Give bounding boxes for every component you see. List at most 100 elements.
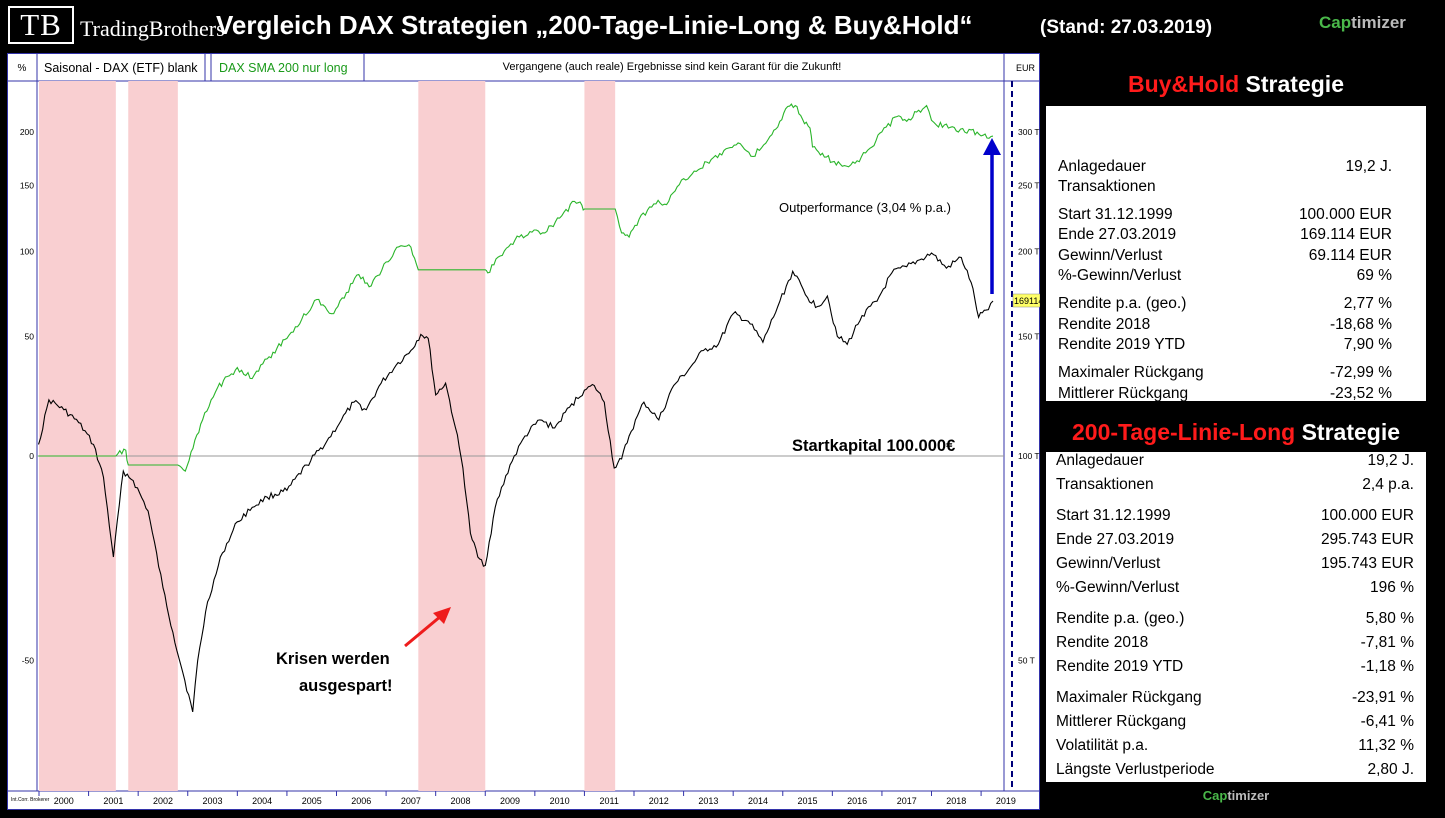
stat-label: Längste Verlustperiode (1056, 761, 1215, 778)
krisen-label-line1: Krisen werden (276, 650, 390, 668)
stat-value: 13,21 J. (1336, 427, 1392, 444)
krisen-arrow-shaft (404, 614, 442, 648)
disclaimer: Vergangene (auch reale) Ergebnisse sind … (503, 61, 842, 73)
stat-value: 19,2 J. (1367, 452, 1414, 469)
stat-row: Ende 27.03.2019 169.114 EUR (1046, 226, 1426, 246)
stat-row: Rendite p.a. (geo.) 2,77 % (1046, 295, 1426, 315)
crisis-shade (39, 81, 116, 791)
stat-label: Rendite 2018 (1056, 634, 1149, 651)
x-axis-tick-label: 2017 (897, 796, 917, 806)
stat-row: Mittlerer Rückgang -6,41 % (1046, 713, 1426, 733)
stat-row: Mittlerer Rückgang -23,52 % (1046, 385, 1426, 405)
right-axis-tick-label: 200 T (1018, 247, 1040, 257)
brand-rest: timizer (1351, 13, 1406, 32)
stat-label: Mittlerer Rückgang (1058, 385, 1189, 402)
stat-row: Gewinn/Verlust 195.743 EUR (1046, 555, 1426, 575)
page-title: Vergleich DAX Strategien „200-Tage-Linie… (216, 10, 973, 40)
stat-label: Ende 27.03.2019 (1056, 531, 1175, 548)
stat-label: Anlagedauer (1056, 452, 1144, 469)
dax-strategy-chart: % Saisonal - DAX (ETF) blank DAX SMA 200… (7, 53, 1040, 810)
stat-label: %-Gewinn/Verlust (1056, 579, 1180, 596)
x-axis-tick-label: 2016 (847, 796, 867, 806)
stat-label: Rendite 2019 YTD (1056, 658, 1184, 675)
stat-row: Gewinn/Verlust 69.114 EUR (1046, 247, 1426, 267)
stat-value: -6,41 % (1360, 713, 1414, 730)
chart-area: % Saisonal - DAX (ETF) blank DAX SMA 200… (7, 53, 1040, 810)
stat-row: Volatilität p.a. 20,72 % (1046, 406, 1426, 426)
stat-row: Rendite 2019 YTD 7,90 % (1046, 336, 1426, 356)
last-value-tag: 169114 (1014, 296, 1040, 306)
stat-row: Längste Verlustperiode 13,21 J. (1046, 427, 1426, 447)
stat-row: Längste Verlustperiode 2,80 J. (1046, 761, 1426, 781)
stat-label: Volatilität p.a. (1058, 406, 1151, 423)
stat-label: Start 31.12.1999 (1058, 206, 1173, 223)
x-axis-tick-label: 2009 (500, 796, 520, 806)
stat-label: Ende 27.03.2019 (1058, 226, 1177, 243)
x-axis-tick-label: 2004 (252, 796, 272, 806)
stat-row: Rendite 2018 -7,81 % (1046, 634, 1426, 654)
stat-value: 19,2 J. (1345, 158, 1392, 175)
sma-heading-red: 200-Tage-Linie-Long (1071, 419, 1296, 445)
sma-stats-box: Anlagedauer 19,2 J. Transaktionen 2,4 p.a. S… (1046, 452, 1426, 782)
stat-row: Rendite 2018 -18,68 % (1046, 316, 1426, 336)
outperformance-arrow (983, 138, 1001, 294)
last-value-tag-bg (1012, 293, 1040, 308)
stat-row: Maximaler Rückgang -72,99 % (1046, 364, 1426, 384)
stat-value: 169.114 EUR (1300, 226, 1392, 243)
panel-footer-brand: Captimizer (1042, 788, 1430, 803)
stat-label: Längste Verlustperiode (1058, 427, 1217, 444)
stat-row: %-Gewinn/Verlust 196 % (1046, 579, 1426, 599)
x-axis-tick-label: 2012 (649, 796, 669, 806)
sma-heading: 200-Tage-Linie-Long Strategie (1046, 410, 1426, 454)
x-axis-tick-label: 2000 (54, 796, 74, 806)
x-axis-tick-label: 2007 (401, 796, 421, 806)
x-axis-tick-label: 2015 (798, 796, 818, 806)
stat-label: Rendite 2018 (1058, 316, 1151, 333)
stat-value: -7,81 % (1360, 634, 1414, 651)
captimizer-brand: Captimizer (1319, 13, 1406, 33)
x-axis-tick-label: 2013 (698, 796, 718, 806)
x-axis-ticks-group: 2000 2001 2002 2003 2004 2005 2006 2007 2008 2009… (38, 791, 1016, 806)
stat-value: -18,68 % (1329, 316, 1392, 333)
stat-row: Transaktionen 2,4 p.a. (1046, 476, 1426, 496)
stat-value: -23,91 % (1351, 689, 1414, 706)
series-line-sma (38, 103, 994, 472)
stat-value: 20,72 % (1335, 406, 1392, 423)
stat-value: 69.114 EUR (1308, 247, 1392, 264)
stat-value: -72,99 % (1329, 364, 1392, 381)
right-axis-tick-label: 150 T (1018, 331, 1040, 341)
right-axis-tick-label: 250 T (1018, 181, 1040, 191)
chart-frame (7, 53, 1040, 810)
krisen-label-line2: ausgespart! (299, 677, 393, 695)
stat-value: 69 % (1356, 267, 1392, 284)
axis-ticks-group: 200 150 100 50 0 -50 300 T 250 T 200 T 150 T 100 T… (20, 127, 1040, 666)
buy-hold-heading-red: Buy&Hold (1128, 71, 1240, 97)
x-axis-tick-label: 2011 (600, 796, 619, 806)
stat-value: 7,90 % (1343, 336, 1392, 353)
x-axis-tick-label: 2001 (103, 796, 123, 806)
currency-label: EUR (1016, 63, 1036, 73)
right-axis-tick-label: 300 T (1018, 127, 1040, 137)
x-axis-tick-label: 2006 (351, 796, 371, 806)
stat-row: Start 31.12.1999 100.000 EUR (1046, 206, 1426, 226)
stat-value: 100.000 EUR (1298, 206, 1392, 223)
stat-label: Anlagedauer (1058, 158, 1146, 175)
series-line-buy-hold (37, 252, 994, 713)
stats-panel: Buy&Hold Strategie Anlagedauer 19,2 J. Tra… (1042, 58, 1430, 810)
buy-hold-heading-white: Strategie (1239, 71, 1344, 97)
corner-label: Int.Corr. Brokerer (11, 797, 50, 803)
legend-sma: DAX SMA 200 nur long (219, 61, 348, 75)
stat-row: Transaktionen (1046, 178, 1426, 198)
stat-label: Maximaler Rückgang (1058, 364, 1204, 381)
stat-label: Volatilität p.a. (1056, 737, 1149, 754)
stat-value: -1,18 % (1360, 658, 1414, 675)
krisen-arrow (404, 607, 451, 648)
stat-value: 5,80 % (1365, 610, 1414, 627)
stat-row: Volatilität p.a. 11,32 % (1046, 737, 1426, 757)
sma-heading-white: Strategie (1295, 419, 1401, 445)
tradingbrothers-logo: TB (8, 6, 74, 44)
stat-label: Maximaler Rückgang (1056, 689, 1202, 706)
series-lines-group (37, 103, 994, 713)
x-axis-tick-label: 2010 (550, 796, 570, 806)
x-axis-tick-label: 2002 (153, 796, 173, 806)
